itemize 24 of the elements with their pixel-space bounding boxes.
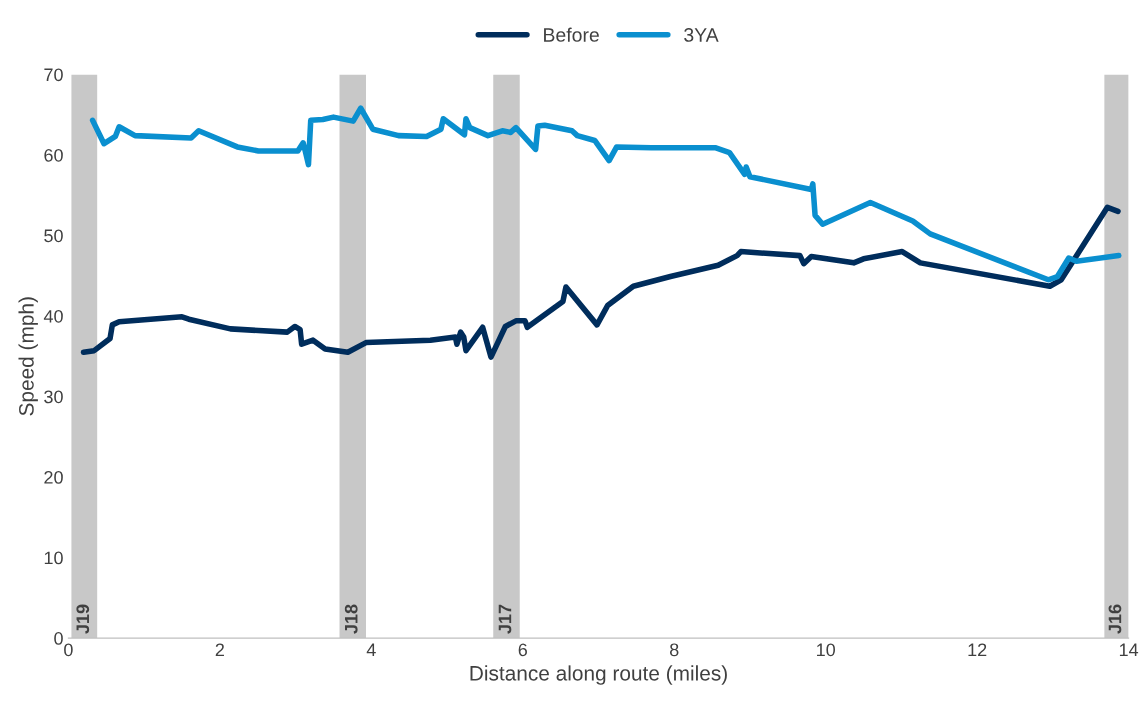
x-tick-label: 14 (1119, 643, 1139, 657)
y-tick-label: 50 (44, 229, 63, 243)
band-label: J16 (1108, 604, 1122, 634)
x-tick-label: 4 (366, 643, 376, 657)
x-tick-label: 2 (215, 643, 224, 657)
legend-label: 3YA (684, 28, 719, 42)
x-tick-label: 10 (817, 643, 836, 657)
y-tick-label: 20 (44, 470, 63, 484)
band-label: J19 (76, 604, 90, 634)
band-label: J17 (498, 604, 512, 634)
y-tick-label: 30 (44, 390, 63, 404)
x-tick-label: 6 (518, 643, 527, 657)
band-label: J18 (344, 604, 358, 634)
x-tick-label: 0 (64, 643, 73, 657)
y-tick-label: 0 (54, 632, 63, 645)
x-tick-label: 8 (669, 643, 679, 657)
y-tick-label: 70 (44, 68, 63, 82)
y-tick-label: 10 (44, 551, 63, 565)
y-tick-label: 40 (43, 309, 63, 323)
x-axis-title: Distance along route (miles) (470, 665, 727, 685)
legend-label: Before (544, 27, 599, 42)
y-tick-label: 60 (44, 148, 63, 162)
y-axis-title: Speed (mph) (18, 297, 38, 416)
x-tick-label: 12 (968, 643, 987, 657)
